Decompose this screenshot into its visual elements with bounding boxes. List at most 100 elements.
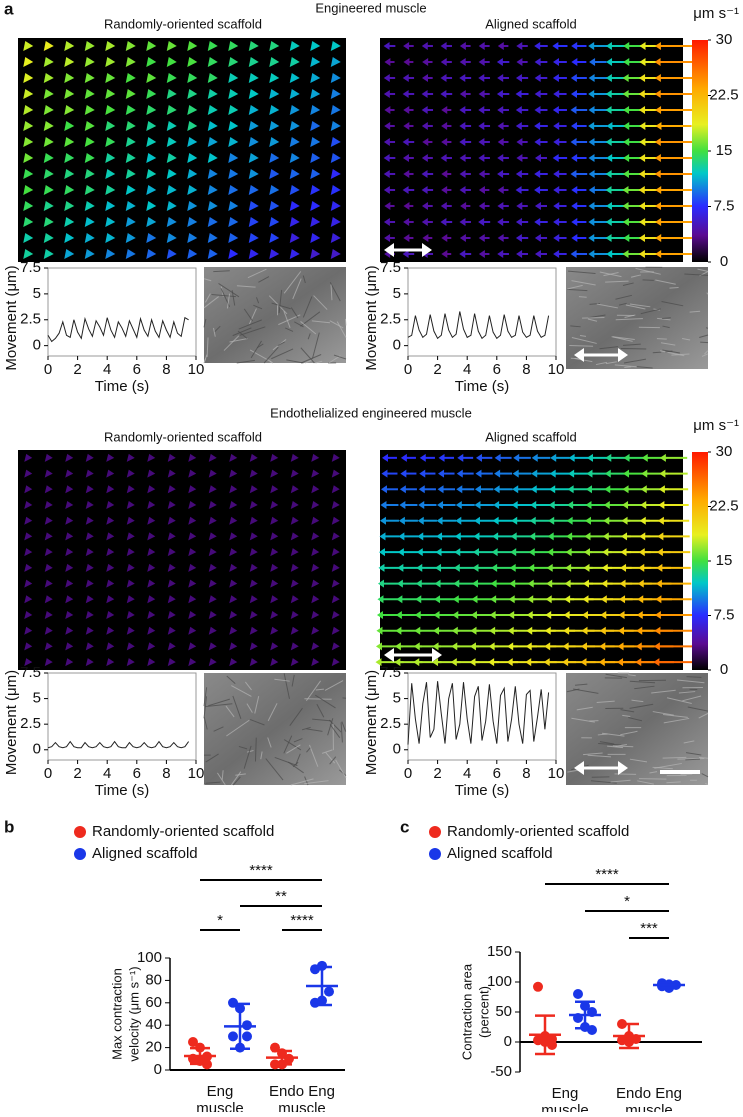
vector-field (380, 38, 692, 262)
y-tick-label: 5 (393, 285, 401, 302)
x-tick-label: 2 (433, 765, 441, 782)
legend-label: Randomly-oriented scaffold (447, 823, 629, 840)
significance-label: * (624, 893, 630, 910)
plot-frame (408, 268, 556, 356)
vector-arrow (377, 611, 383, 619)
colorbar-tick-label: 7.5 (714, 606, 735, 623)
x-tick-label: 4 (103, 361, 111, 378)
y-tick-label: 7.5 (20, 664, 41, 681)
colorbar-tick-label: 0 (720, 253, 728, 270)
field-background (380, 38, 683, 262)
cell-texture (700, 342, 708, 343)
field-background (18, 38, 346, 262)
panel-label: a (4, 0, 14, 18)
y-tick-label: 60 (145, 994, 162, 1011)
colorbar-tick-label: 0 (720, 661, 728, 678)
y-axis-label: (percent) (476, 986, 491, 1038)
x-tick-label: muscle (625, 1102, 673, 1112)
field-background (380, 450, 683, 670)
x-tick-label: 0 (44, 765, 52, 782)
colorbar-label: μm s⁻¹ (693, 5, 739, 22)
micrograph (204, 267, 346, 363)
colorbar (692, 40, 708, 262)
section-title: Endothelialized engineered muscle (270, 405, 472, 420)
x-tick-label: 6 (133, 765, 141, 782)
y-axis-label: velocity (μm s⁻¹) (126, 966, 141, 1061)
data-point (242, 1031, 252, 1041)
y-tick-label: 0 (33, 741, 41, 758)
x-axis-label: Time (s) (455, 782, 509, 799)
y-tick-label: 100 (137, 949, 162, 966)
y-tick-label: 0 (504, 1033, 512, 1050)
y-tick-label: 0 (393, 337, 401, 354)
x-tick-label: 10 (188, 765, 205, 782)
x-tick-label: 4 (103, 765, 111, 782)
x-tick-label: 4 (463, 765, 471, 782)
significance-label: **** (595, 866, 619, 883)
subtitle: Aligned scaffold (485, 429, 577, 444)
data-point (533, 982, 543, 992)
y-tick-label: -50 (490, 1063, 512, 1080)
plot-frame (408, 673, 556, 760)
legend-label: Randomly-oriented scaffold (92, 823, 274, 840)
y-axis-label: Movement (μm) (363, 265, 380, 370)
x-tick-label: 2 (433, 361, 441, 378)
y-tick-label: 0 (393, 741, 401, 758)
data-point (324, 987, 334, 997)
y-tick-label: 7.5 (380, 664, 401, 681)
y-tick-label: 2.5 (20, 311, 41, 328)
x-tick-label: 6 (493, 361, 501, 378)
y-tick-label: 7.5 (380, 259, 401, 276)
micrograph-image (204, 673, 346, 785)
x-axis-label: Time (s) (95, 378, 149, 395)
legend-label: Aligned scaffold (92, 845, 198, 862)
y-tick-label: 0 (154, 1061, 162, 1078)
x-tick-label: Endo Eng (269, 1083, 335, 1100)
x-tick-label: 10 (548, 765, 565, 782)
vector-field (18, 38, 346, 262)
data-point (573, 989, 583, 999)
colorbar-tick-label: 22.5 (709, 497, 738, 514)
legend-marker (74, 848, 86, 860)
y-axis-label: Movement (μm) (3, 265, 20, 370)
cell-texture (345, 319, 346, 326)
x-tick-label: muscle (196, 1100, 244, 1112)
cell-texture (582, 318, 604, 319)
y-axis-label: Movement (μm) (363, 670, 380, 775)
legend-marker (74, 826, 86, 838)
cell-texture (677, 759, 704, 760)
y-axis-label: Movement (μm) (3, 670, 20, 775)
x-tick-label: 10 (188, 361, 205, 378)
x-tick-label: 2 (73, 361, 81, 378)
x-tick-label: 4 (463, 361, 471, 378)
cell-texture (653, 352, 661, 353)
data-point (228, 1031, 238, 1041)
plot-frame (48, 268, 196, 356)
field-background (18, 450, 346, 670)
y-tick-label: 150 (487, 943, 512, 960)
y-tick-label: 2.5 (20, 715, 41, 732)
y-tick-label: 2.5 (380, 311, 401, 328)
data-point (587, 1025, 597, 1035)
cell-texture (579, 297, 587, 298)
x-tick-label: 2 (73, 765, 81, 782)
cell-texture (669, 288, 678, 289)
x-tick-label: 0 (44, 361, 52, 378)
y-tick-label: 5 (33, 285, 41, 302)
x-tick-label: 10 (548, 361, 565, 378)
subtitle: Aligned scaffold (485, 16, 577, 31)
y-tick-label: 40 (145, 1016, 162, 1033)
x-tick-label: 8 (162, 361, 170, 378)
x-tick-label: 8 (162, 765, 170, 782)
significance-label: **** (249, 862, 273, 879)
vector-field (18, 450, 346, 670)
x-tick-label: Eng (552, 1085, 579, 1102)
colorbar-tick-label: 30 (716, 443, 733, 460)
y-tick-label: 20 (145, 1039, 162, 1056)
colorbar-tick-label: 15 (716, 552, 733, 569)
cell-texture (639, 779, 666, 780)
colorbar (692, 452, 708, 670)
colorbar-tick-label: 30 (716, 31, 733, 48)
y-axis-label: Contraction area (459, 963, 474, 1060)
